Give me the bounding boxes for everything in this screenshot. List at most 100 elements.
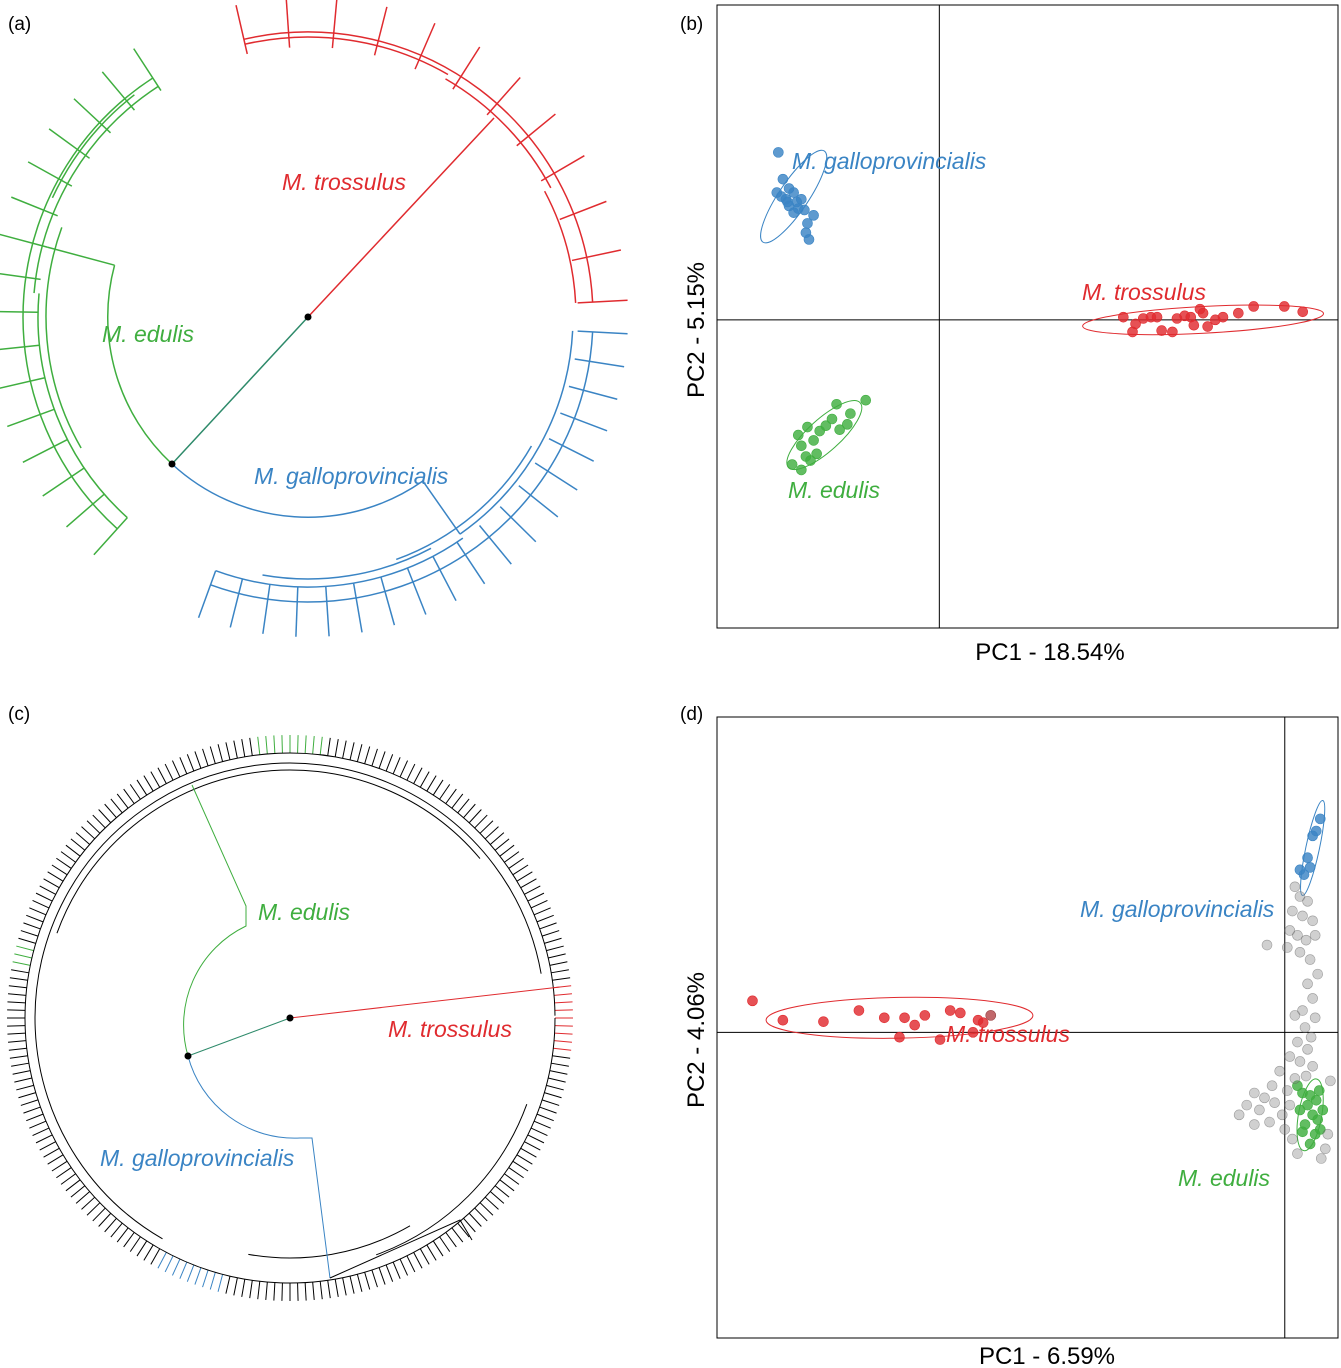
- tree-c-tip-109: [7, 1025, 26, 1027]
- tree-c-edulis-branch: [183, 784, 247, 1057]
- tree-c-tip-92: [43, 1147, 60, 1158]
- tree-c-tip-167: [304, 735, 307, 754]
- tree-c-tip-139: [98, 809, 112, 824]
- plot-d-point-s3-35: [1264, 1116, 1275, 1128]
- plot-d-point-s3-28: [1282, 1085, 1293, 1096]
- tree-c-tip-157: [225, 742, 231, 761]
- tree-a-inner-node: [168, 460, 176, 468]
- plot-d-point-s3-27: [1266, 1080, 1278, 1092]
- tree-c-tip-8: [547, 1077, 566, 1083]
- plot-b-point-s1-18: [1197, 307, 1209, 319]
- plot-d-point-s3-41: [1292, 1148, 1303, 1159]
- tree-c-tip-76: [129, 1236, 141, 1252]
- plot-d-point-s0-10: [944, 1005, 956, 1016]
- tree-a-trossulus-tip-10: [571, 249, 622, 262]
- tree-c-tip-194: [484, 826, 499, 840]
- tree-c-tip-96: [29, 1120, 47, 1129]
- plot-b-point-s0-1: [777, 173, 789, 185]
- tree-c-tip-195: [489, 832, 505, 845]
- plot-d-point-s3-33: [1269, 1097, 1280, 1108]
- tree-a-edulis-arc: [107, 264, 173, 465]
- tree-c-tip-74: [143, 1244, 154, 1261]
- tree-c-inner-ring-4: [376, 1104, 528, 1256]
- plot-d-point-s3-26: [1300, 1070, 1312, 1082]
- tree-c-tip-199: [508, 857, 524, 869]
- tree-a-edulis-tip-9: [0, 233, 48, 248]
- tree-a-root-node: [304, 313, 312, 321]
- tree-a-trossulus-tip-7: [516, 113, 556, 147]
- tree-c-tip-71: [164, 1255, 174, 1273]
- tree-c-tip-191: [468, 809, 482, 824]
- plot-d-point-s3-11: [1294, 947, 1306, 958]
- tree-c-tip-133: [65, 844, 81, 857]
- tree-c-tip-91: [47, 1154, 64, 1165]
- tree-c-tip-32: [451, 1227, 464, 1243]
- plot-d-ellipse-s2: [1296, 1078, 1324, 1152]
- plot-d-point-s3-40: [1315, 1153, 1327, 1164]
- plot-b-point-s1-4: [1156, 325, 1167, 336]
- tree-c-tip-20: [512, 1160, 529, 1172]
- tree-c-tip-121: [20, 930, 39, 937]
- tree-a-trossulus-tip-0: [235, 5, 248, 55]
- plot-d-point-s3-48: [1261, 939, 1273, 951]
- tree-c-tip-181: [406, 763, 416, 781]
- tree-c-tip-197: [499, 844, 515, 857]
- tree-c-tip-135: [75, 832, 91, 845]
- tree-a-galloprovincialis-tip-18: [197, 570, 217, 618]
- tree-c-tip-140: [104, 803, 117, 819]
- tree-a-galloprovincialis-tip-9: [456, 541, 486, 585]
- tree-c-tip-153: [194, 751, 202, 769]
- plot-d-point-s0-3: [853, 1005, 865, 1016]
- tree-c-tip-158: [233, 740, 238, 759]
- tree-c-tip-80: [104, 1217, 117, 1233]
- tree-c-tip-184: [426, 775, 437, 792]
- tree-a-trossulus-inner-arc-1: [445, 78, 552, 189]
- plot-d-point-s3-45: [1249, 1119, 1260, 1130]
- plot-d-point-s3-8: [1300, 934, 1312, 946]
- tree-c-tip-137: [86, 820, 101, 834]
- tree-c-tip-11: [541, 1099, 560, 1106]
- plot-d-point-s3-4: [1297, 910, 1308, 922]
- tree-a-edulis-tip-10: [11, 196, 58, 217]
- tree-c-tip-116: [11, 969, 29, 974]
- tree-c-tip-178: [385, 754, 394, 772]
- plot-d-point-s0-14: [977, 1017, 989, 1028]
- tree-c-tip-208: [539, 922, 557, 930]
- tree-c-tip-9: [546, 1084, 564, 1091]
- tree-a-edulis-inner-arc-2: [33, 85, 159, 294]
- tree-c-tip-123: [26, 914, 44, 923]
- plot-d-frame: [716, 716, 1339, 1339]
- tree-a-galloprovincialis-tip-2: [568, 385, 618, 400]
- tree-a-galloprovincialis-inner-arc-3: [262, 547, 432, 580]
- tree-c-tip-125: [32, 899, 50, 909]
- plot-d-point-s3-49: [985, 1010, 997, 1021]
- plot-d-point-s0-8: [919, 1010, 931, 1021]
- tree-a-edulis-inner-arc-3: [51, 94, 135, 199]
- plot-d-point-s3-16: [1297, 1005, 1308, 1016]
- tree-a-label-galloprovincialis: M. galloprovincialis: [254, 463, 449, 489]
- tree-c-tip-119: [16, 945, 34, 952]
- plot-d-point-s3-37: [1279, 1124, 1291, 1135]
- tree-c-tip-31: [457, 1222, 470, 1238]
- tree-c-label-galloprovincialis: M. galloprovincialis: [100, 1145, 295, 1171]
- tree-c-tip-65: [209, 1272, 216, 1290]
- tree-a-trossulus-tip-1: [285, 0, 291, 48]
- panel-label-d: (d): [680, 704, 703, 725]
- plot-d-point-s3-18: [1299, 1022, 1311, 1033]
- tree-a-edulis-tip-15: [133, 48, 162, 91]
- tree-a-galloprovincialis-tip-6: [518, 485, 559, 518]
- plot-d-point-s3-25: [1289, 1073, 1301, 1084]
- tree-c-tip-14: [533, 1120, 551, 1129]
- tree-c-tip-19: [516, 1154, 533, 1165]
- tree-c-tip-28: [474, 1207, 488, 1222]
- tree-c-tip-45: [364, 1272, 371, 1290]
- plot-b-point-s2-0: [860, 394, 872, 406]
- tree-a-galloprovincialis-tip-1: [574, 358, 625, 368]
- plot-d-point-s3-12: [1304, 954, 1316, 965]
- tree-c-tip-4: [553, 1047, 572, 1051]
- tree-c-tip-172: [342, 740, 347, 759]
- tree-a-galloprovincialis-tip-5: [534, 462, 578, 491]
- tree-c-tip-30: [463, 1217, 476, 1233]
- tree-c-tip-86: [70, 1185, 86, 1198]
